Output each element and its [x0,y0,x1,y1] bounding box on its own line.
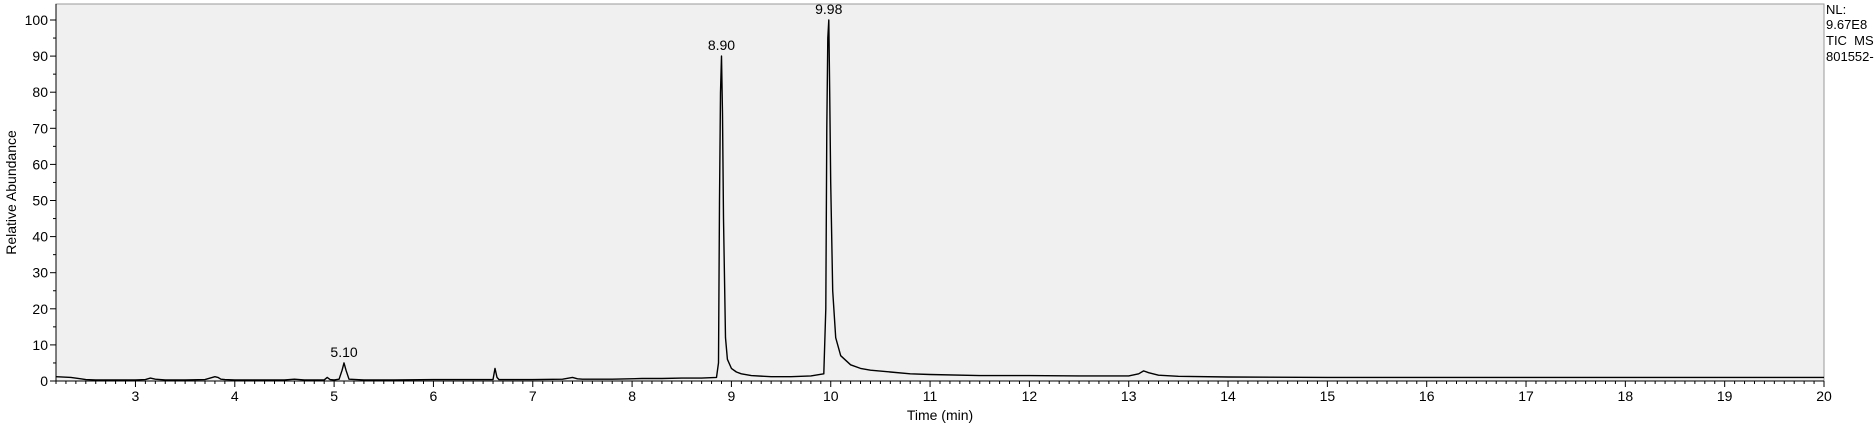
x-tick-label: 4 [231,388,239,404]
x-axis-title: Time (min) [907,407,973,423]
x-tick-label: 19 [1717,388,1733,404]
y-tick-label: 0 [40,373,48,389]
scan-info-panel: NL: 9.67E8 TIC MS 801552- [1826,2,1874,64]
x-tick-label: 9 [728,388,736,404]
x-tick-label: 12 [1022,388,1038,404]
y-tick-label: 90 [32,48,48,64]
peak-label: 8.90 [708,37,735,53]
chromatogram-trace [55,19,1824,381]
scan-filter-label: TIC MS [1826,33,1874,48]
x-tick-label: 15 [1320,388,1336,404]
y-tick-label: 80 [32,84,48,100]
x-tick-label: 3 [132,388,140,404]
normalization-level-label: NL: [1826,2,1846,17]
normalization-level-value: 9.67E8 [1826,17,1867,32]
sample-id-label: 801552- [1826,49,1874,64]
peak-label: 5.10 [330,344,357,360]
x-tick-label: 20 [1816,388,1832,404]
y-tick-label: 100 [25,12,49,28]
peak-labels: 5.10 8.90 9.98 [330,1,842,360]
x-tick-label: 13 [1121,388,1137,404]
x-tick-label: 5 [330,388,338,404]
y-tick-label: 70 [32,120,48,136]
x-tick-label: 18 [1618,388,1634,404]
y-tick-label: 60 [32,156,48,172]
y-tick-label: 40 [32,229,48,245]
plot-area [55,3,1825,382]
x-tick-label: 7 [529,388,537,404]
y-tick-label: 10 [32,337,48,353]
y-axis-title: Relative Abundance [3,130,19,255]
y-tick-label: 20 [32,301,48,317]
x-tick-label: 16 [1419,388,1435,404]
y-tick-label: 50 [32,193,48,209]
x-tick-label: 11 [923,388,938,404]
y-axis: 0 10 20 30 40 50 60 70 80 90 100 [25,4,57,389]
x-tick-label: 8 [628,388,636,404]
x-axis: 3 4 5 6 7 8 9 10 11 12 13 14 15 16 17 18 19 20 [55,380,1832,404]
x-tick-label: 10 [823,388,839,404]
y-tick-label: 30 [32,265,48,281]
x-tick-label: 6 [430,388,438,404]
x-tick-label: 17 [1518,388,1534,404]
x-tick-label: 14 [1220,388,1236,404]
peak-label: 9.98 [815,1,842,17]
